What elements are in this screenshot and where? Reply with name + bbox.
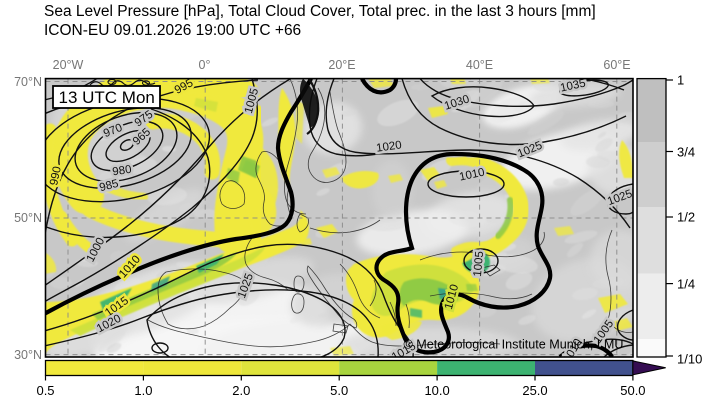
svg-text:1005: 1005 — [472, 251, 486, 278]
svg-text:13 UTC Mon: 13 UTC Mon — [59, 88, 155, 107]
svg-text:980: 980 — [112, 164, 133, 179]
svg-text:© Meteorological Institute Mun: © Meteorological Institute Munich, LMU — [404, 338, 624, 352]
